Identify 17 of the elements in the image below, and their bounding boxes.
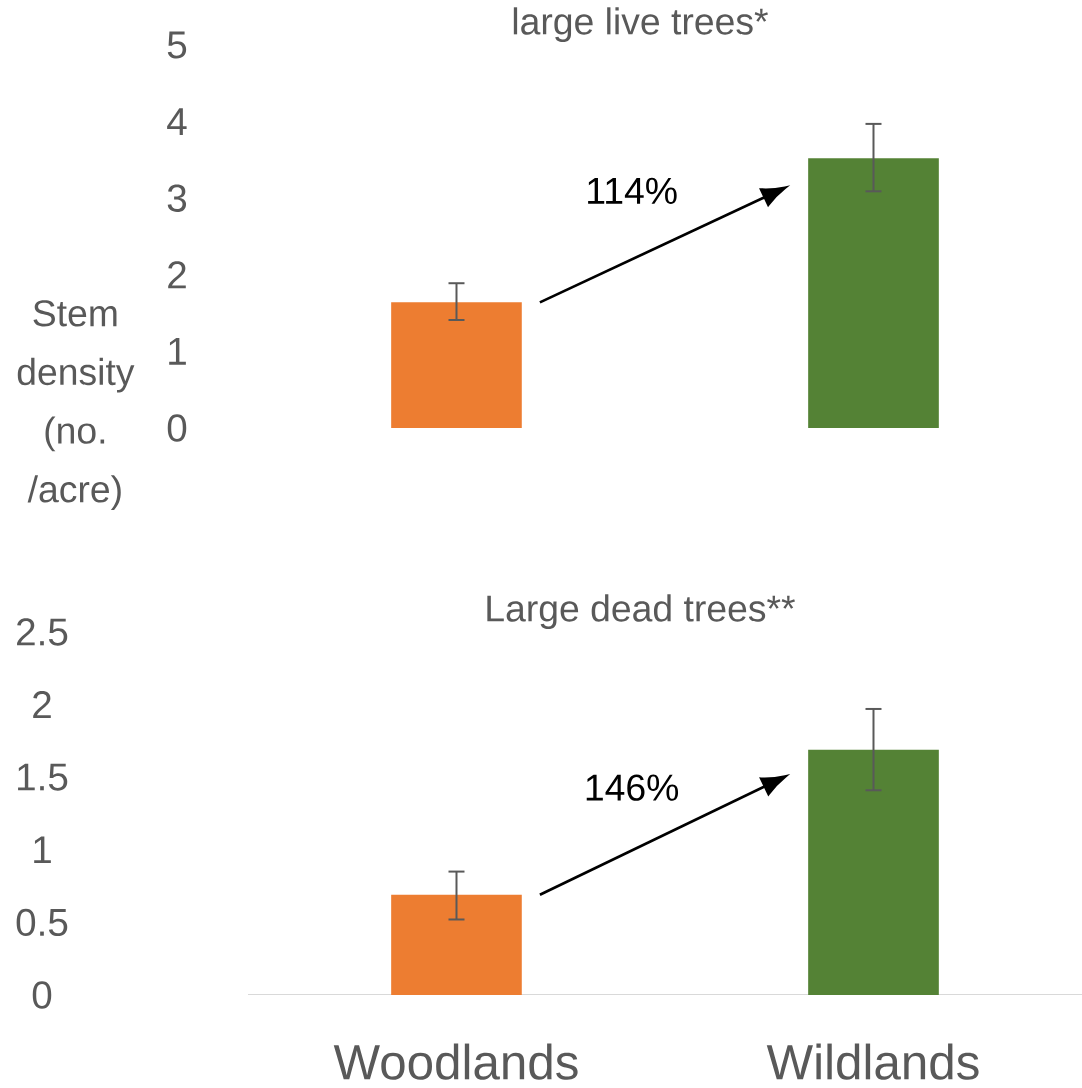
chart-title: large live trees* xyxy=(513,7,768,43)
x-tick-label: Woodlands xyxy=(333,1043,578,1080)
y-tick-label: 3 xyxy=(167,184,186,212)
y-tick-label: 0 xyxy=(32,981,52,1009)
y-tick-label: 2 xyxy=(168,261,186,289)
y-tick-label: 0 xyxy=(167,414,187,442)
y-tick-label: 2 xyxy=(33,691,51,719)
chart-title: Large dead trees** xyxy=(487,594,795,630)
y-tick-label: 5 xyxy=(167,31,187,59)
y-tick-label: 2.5 xyxy=(17,618,68,646)
y-axis-title: Stem density (no. /acre) xyxy=(17,300,135,510)
x-tick-label: Wildlands xyxy=(766,1043,979,1080)
y-tick-label: 0.5 xyxy=(16,908,68,937)
y-tick-label: 1 xyxy=(34,836,51,864)
y-tick-label: 1.5 xyxy=(18,763,68,791)
y-tick-label: 1 xyxy=(169,338,186,365)
y-tick-label: 4 xyxy=(167,108,187,135)
